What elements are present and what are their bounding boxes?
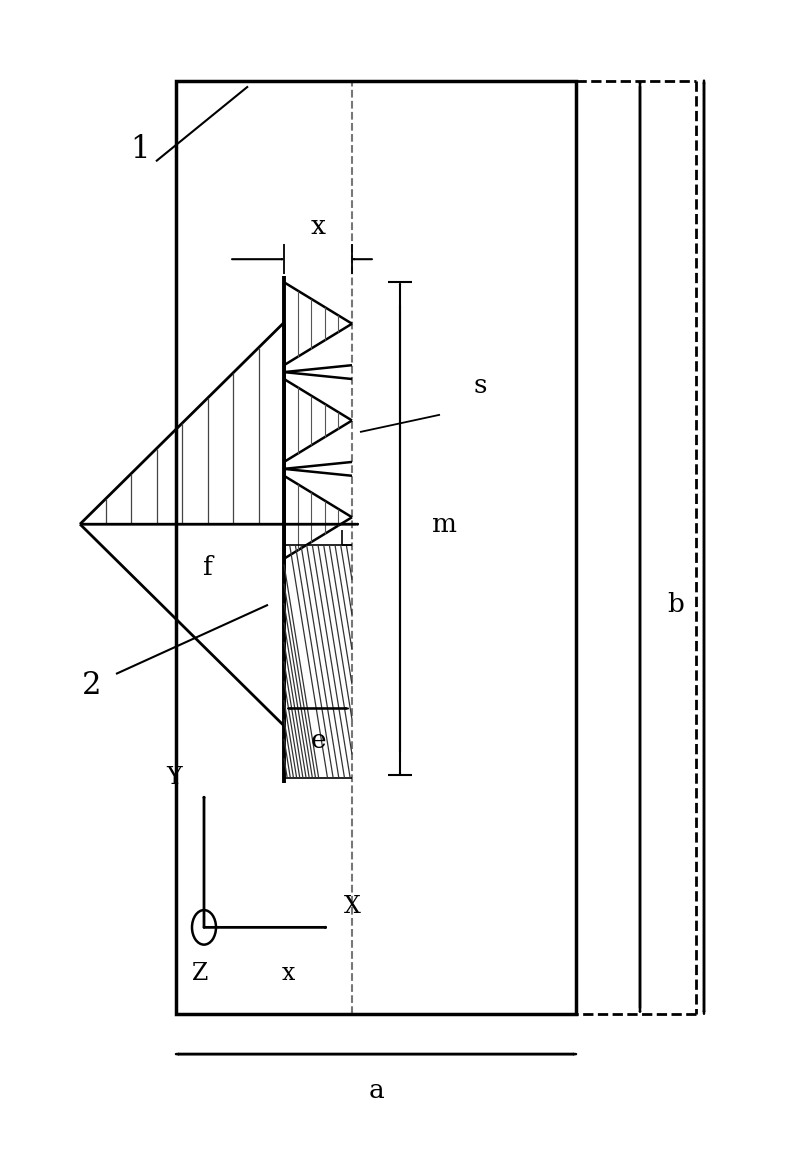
Text: X: X — [343, 895, 361, 918]
Text: x: x — [282, 962, 294, 985]
Text: Y: Y — [166, 766, 182, 789]
Text: e: e — [310, 728, 326, 753]
Text: 2: 2 — [82, 670, 102, 700]
Text: a: a — [368, 1078, 384, 1104]
Text: b: b — [667, 592, 685, 617]
Text: f: f — [203, 555, 213, 581]
Text: x: x — [310, 214, 326, 240]
Text: s: s — [474, 373, 486, 399]
Text: m: m — [431, 511, 457, 537]
Bar — [176, 81, 576, 1014]
Text: 1: 1 — [130, 135, 150, 165]
Text: Z: Z — [192, 962, 208, 985]
